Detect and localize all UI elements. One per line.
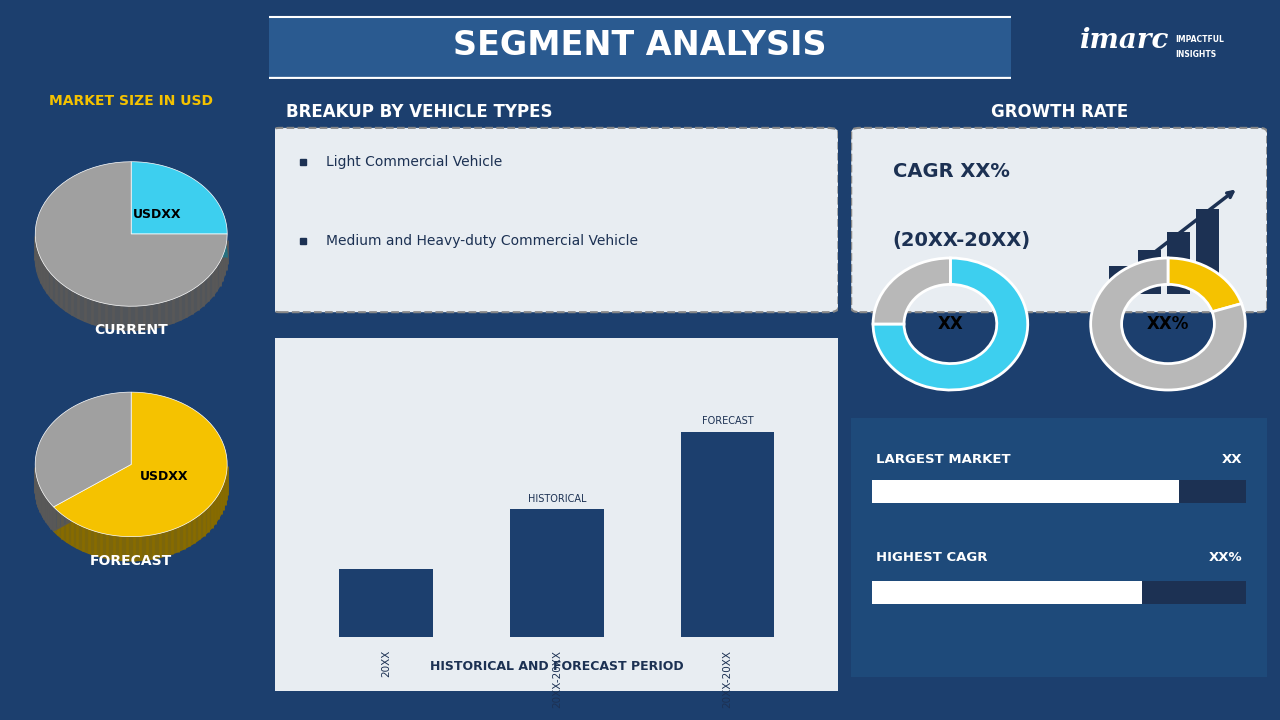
FancyBboxPatch shape xyxy=(872,480,1247,503)
Bar xyxy=(681,431,774,637)
Text: 20XX-20XX: 20XX-20XX xyxy=(552,650,562,708)
FancyBboxPatch shape xyxy=(844,413,1275,682)
Text: imarc: imarc xyxy=(1079,27,1169,54)
Bar xyxy=(509,509,604,637)
Text: SEGMENT ANALYSIS: SEGMENT ANALYSIS xyxy=(453,29,827,62)
Text: XX%: XX% xyxy=(1147,315,1189,333)
Text: HISTORICAL AND FORECAST PERIOD: HISTORICAL AND FORECAST PERIOD xyxy=(430,660,684,673)
Text: XX%: XX% xyxy=(1208,551,1242,564)
Text: USDXX: USDXX xyxy=(140,470,188,483)
Text: BREAKUP BY VEHICLE TYPES: BREAKUP BY VEHICLE TYPES xyxy=(287,102,553,120)
FancyBboxPatch shape xyxy=(872,581,1247,604)
Text: CURRENT: CURRENT xyxy=(95,323,168,338)
Text: 20XX-20XX: 20XX-20XX xyxy=(722,650,732,708)
FancyBboxPatch shape xyxy=(247,17,1033,78)
Text: (20XX-20XX): (20XX-20XX) xyxy=(893,231,1030,251)
Text: XX: XX xyxy=(937,315,964,333)
FancyBboxPatch shape xyxy=(270,128,838,312)
FancyBboxPatch shape xyxy=(1167,232,1190,294)
FancyBboxPatch shape xyxy=(1110,266,1132,294)
Text: Light Commercial Vehicle: Light Commercial Vehicle xyxy=(326,156,502,169)
Polygon shape xyxy=(131,186,228,258)
Text: MARKET SIZE IN USD: MARKET SIZE IN USD xyxy=(49,94,214,108)
Wedge shape xyxy=(1169,258,1242,312)
FancyBboxPatch shape xyxy=(872,581,1142,604)
FancyBboxPatch shape xyxy=(872,480,1179,503)
Text: HIGHEST CAGR: HIGHEST CAGR xyxy=(877,551,988,564)
Text: USDXX: USDXX xyxy=(133,208,182,221)
Polygon shape xyxy=(36,162,228,306)
Polygon shape xyxy=(36,416,131,531)
Text: XX: XX xyxy=(1221,453,1242,466)
Polygon shape xyxy=(36,392,131,507)
Text: 20XX: 20XX xyxy=(381,650,392,678)
Text: LARGEST MARKET: LARGEST MARKET xyxy=(877,453,1011,466)
Wedge shape xyxy=(1091,258,1245,390)
Bar xyxy=(339,569,433,637)
Text: Medium and Heavy-duty Commercial Vehicle: Medium and Heavy-duty Commercial Vehicle xyxy=(326,234,637,248)
FancyBboxPatch shape xyxy=(851,128,1267,312)
Wedge shape xyxy=(873,258,951,324)
Wedge shape xyxy=(873,258,1028,390)
FancyBboxPatch shape xyxy=(1138,250,1161,294)
Text: INSIGHTS: INSIGHTS xyxy=(1175,50,1216,59)
FancyBboxPatch shape xyxy=(270,335,844,695)
Text: IMPACTFUL: IMPACTFUL xyxy=(1175,35,1224,43)
Polygon shape xyxy=(54,416,227,561)
Polygon shape xyxy=(54,392,227,536)
FancyBboxPatch shape xyxy=(1197,209,1220,294)
Polygon shape xyxy=(36,186,228,330)
Text: FORECAST: FORECAST xyxy=(701,416,753,426)
Polygon shape xyxy=(131,162,228,234)
Text: CAGR XX%: CAGR XX% xyxy=(893,162,1010,181)
Text: FORECAST: FORECAST xyxy=(90,554,173,568)
Text: GROWTH RATE: GROWTH RATE xyxy=(991,102,1128,120)
Text: HISTORICAL: HISTORICAL xyxy=(527,494,586,504)
